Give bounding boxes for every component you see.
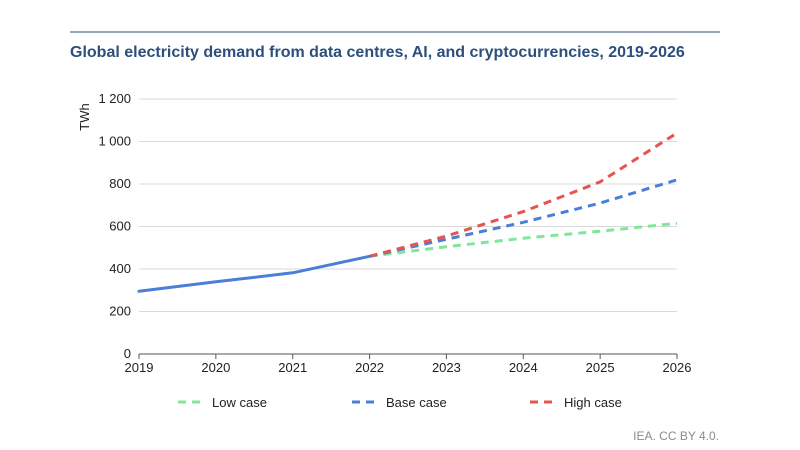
y-axis-label: TWh <box>77 103 92 130</box>
series-lines <box>137 131 678 293</box>
x-tick-label: 2025 <box>586 360 615 375</box>
gridlines <box>139 98 677 312</box>
legend: Low case Base case High case <box>178 395 622 410</box>
x-tick-label: 2022 <box>355 360 384 375</box>
series-line-low-case <box>369 221 678 258</box>
y-tick-label: 600 <box>109 219 131 234</box>
legend-label: Base case <box>386 395 447 410</box>
series-line-base-case <box>369 178 678 258</box>
x-tick-label: 2024 <box>509 360 538 375</box>
x-axis: 2019 2020 2021 2022 2023 2024 2025 2026 <box>125 353 692 375</box>
x-tick-label: 2021 <box>278 360 307 375</box>
x-tick-label: 2023 <box>432 360 461 375</box>
y-tick-label: 800 <box>109 176 131 191</box>
series-line-high-case <box>369 131 678 258</box>
y-tick-label: 0 <box>124 346 131 361</box>
source-note: IEA. CC BY 4.0. <box>633 429 719 443</box>
y-tick-label: 200 <box>109 304 131 319</box>
legend-label: Low case <box>212 395 267 410</box>
y-tick-label: 1 000 <box>98 134 131 149</box>
x-tick-label: 2019 <box>125 360 154 375</box>
x-tick-label: 2026 <box>663 360 692 375</box>
legend-label: High case <box>564 395 622 410</box>
y-axis-ticks: 0 200 400 600 800 1 000 1 200 <box>98 91 131 361</box>
y-tick-label: 400 <box>109 261 131 276</box>
series-line-historical <box>137 254 372 293</box>
chart-title: Global electricity demand from data cent… <box>70 44 685 61</box>
y-tick-label: 1 200 <box>98 91 131 106</box>
x-tick-label: 2020 <box>201 360 230 375</box>
